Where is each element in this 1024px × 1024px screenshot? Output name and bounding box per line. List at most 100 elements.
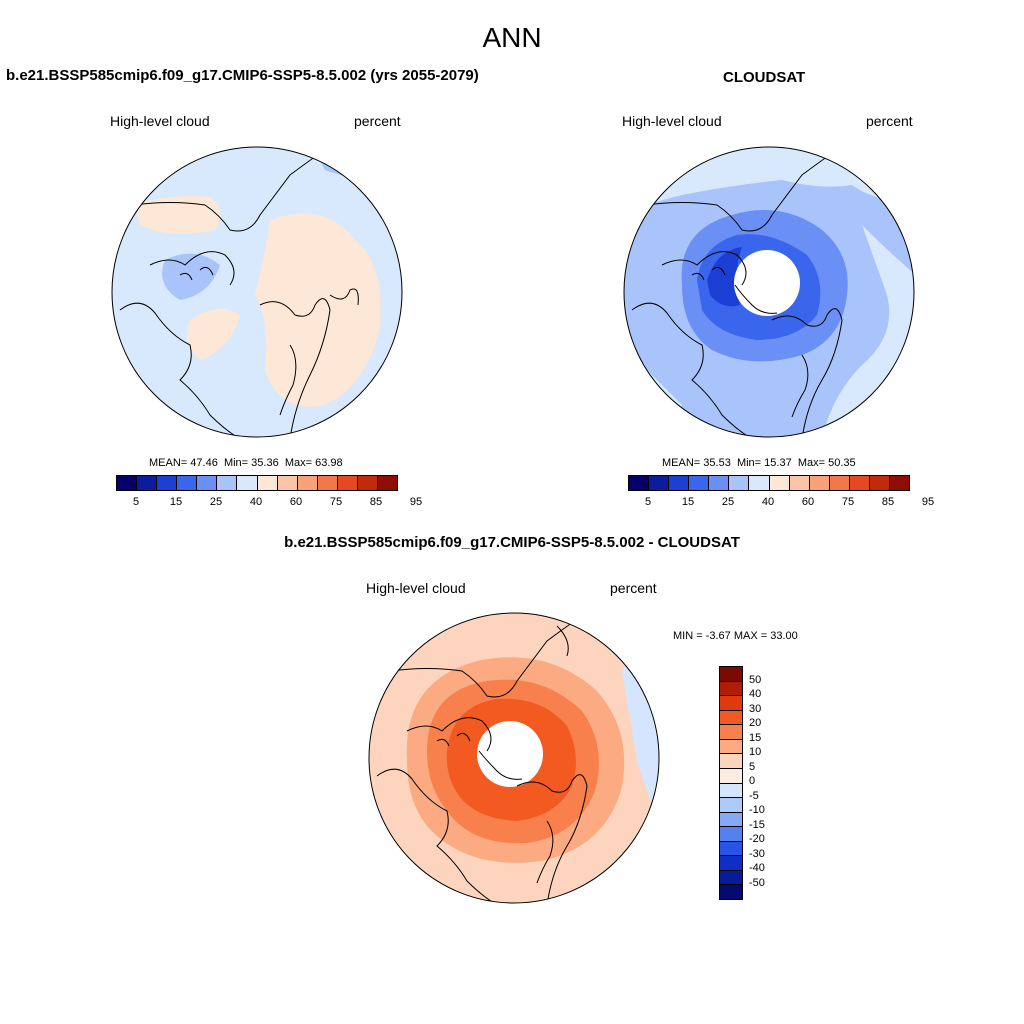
diff-stats: MIN = -3.67 MAX = 33.00 bbox=[673, 630, 798, 642]
diff-colorbar-box bbox=[720, 827, 742, 842]
panel1-colorbar-box bbox=[357, 476, 379, 490]
diff-colorbar-tick-label: -30 bbox=[749, 847, 765, 860]
diff-min-label: MIN = bbox=[673, 630, 703, 642]
panel1-colorbar-box bbox=[297, 476, 318, 490]
panel1-colorbar-box bbox=[237, 476, 258, 490]
diff-colorbar-box bbox=[720, 754, 742, 769]
panel2-min-label: Min= bbox=[736, 457, 762, 469]
diff-units: percent bbox=[610, 580, 657, 596]
diff-colorbar-tick-label: 5 bbox=[749, 760, 756, 773]
panel2-max-value: 50.35 bbox=[828, 457, 856, 469]
diff-colorbar-box bbox=[720, 856, 742, 871]
panel1-colorbar-box bbox=[257, 476, 278, 490]
panel1-colorbar-box bbox=[317, 476, 338, 490]
panel2-colorbar-tick-label: 60 bbox=[801, 496, 815, 508]
panel1-mean-label: MEAN= bbox=[149, 457, 188, 469]
panel2-stats: MEAN= 35.53 Min= 15.37 Max= 50.35 bbox=[662, 457, 856, 469]
diff-colorbar-box bbox=[720, 870, 742, 886]
panel1-colorbar-box bbox=[157, 476, 178, 490]
panel1-colorbar-box bbox=[217, 476, 238, 490]
panel1-colorbar bbox=[116, 475, 398, 491]
diff-colorbar-tick-label: -40 bbox=[749, 862, 765, 874]
diff-variable: High-level cloud bbox=[366, 580, 466, 596]
diff-colorbar-box bbox=[720, 739, 742, 755]
diff-colorbar-tick-label: 30 bbox=[749, 702, 762, 715]
diff-colorbar-box bbox=[720, 783, 742, 799]
panel2-colorbar-tick-label: 40 bbox=[761, 496, 775, 508]
diff-panel-title: b.e21.BSSP585cmip6.f09_g17.CMIP6-SSP5-8.… bbox=[284, 534, 740, 551]
panel1-colorbar-box bbox=[337, 476, 358, 490]
panel2-colorbar-box bbox=[789, 476, 810, 490]
panel2-colorbar-box bbox=[649, 476, 670, 490]
panel1-colorbar-tick-label: 15 bbox=[169, 496, 183, 508]
panel2-colorbar-tick-label: 95 bbox=[921, 496, 935, 508]
panel2-max-label: Max= bbox=[797, 457, 826, 469]
panel1-colorbar-tick-label: 40 bbox=[249, 496, 263, 508]
diff-colorbar-box bbox=[720, 681, 742, 697]
panel1-title: b.e21.BSSP585cmip6.f09_g17.CMIP6-SSP5-8.… bbox=[6, 67, 479, 84]
panel1-mean-value: 47.46 bbox=[190, 457, 218, 469]
diff-colorbar-box bbox=[720, 696, 742, 711]
diff-colorbar-tick-label: 20 bbox=[749, 717, 762, 729]
panel1-colorbar-tick-label: 5 bbox=[132, 496, 140, 508]
panel2-colorbar-tick-label: 5 bbox=[644, 496, 652, 508]
panel2-colorbar-box bbox=[689, 476, 710, 490]
panel1-max-label: Max= bbox=[284, 457, 313, 469]
panel1-colorbar-box bbox=[177, 476, 198, 490]
panel2-colorbar-box bbox=[749, 476, 770, 490]
diff-colorbar-tick-label: -50 bbox=[749, 876, 765, 889]
panel2-colorbar bbox=[628, 475, 910, 491]
panel1-max-value: 63.98 bbox=[315, 457, 343, 469]
diff-colorbar-box bbox=[720, 725, 742, 740]
panel1-colorbar-box bbox=[197, 476, 218, 490]
panel1-colorbar-box bbox=[137, 476, 158, 490]
panel2-colorbar-box bbox=[869, 476, 891, 490]
panel1-polar-map bbox=[111, 146, 403, 438]
diff-colorbar-tick-label: 15 bbox=[749, 731, 762, 744]
panel2-colorbar-box bbox=[829, 476, 850, 490]
panel1-units: percent bbox=[354, 113, 401, 129]
diff-colorbar-tick-label: -5 bbox=[749, 789, 759, 802]
panel2-colorbar-box bbox=[709, 476, 730, 490]
panel2-colorbar-box bbox=[729, 476, 750, 490]
panel2-colorbar-tick-label: 75 bbox=[841, 496, 855, 508]
panel1-colorbar-tick-label: 60 bbox=[289, 496, 303, 508]
panel1-colorbar-tick-label: 75 bbox=[329, 496, 343, 508]
panel2-colorbar-box bbox=[849, 476, 870, 490]
figure-title: ANN bbox=[482, 22, 542, 53]
diff-max-label: MAX = bbox=[733, 630, 768, 642]
panel2-variable: High-level cloud bbox=[622, 113, 722, 129]
panel2-colorbar-box bbox=[769, 476, 790, 490]
panel2-colorbar-box bbox=[890, 476, 910, 490]
diff-colorbar-box bbox=[720, 710, 742, 726]
panel1-variable: High-level cloud bbox=[110, 113, 210, 129]
diff-colorbar-box bbox=[720, 812, 742, 828]
panel1-colorbar-tick-label: 95 bbox=[409, 496, 423, 508]
panel2-units: percent bbox=[866, 113, 913, 129]
panel2-colorbar-box bbox=[629, 476, 650, 490]
panel2-colorbar-box bbox=[809, 476, 830, 490]
diff-colorbar-tick-label: 0 bbox=[749, 775, 756, 787]
diff-colorbar-tick-label: -15 bbox=[749, 818, 765, 831]
panel1-colorbar-tick-label: 85 bbox=[369, 496, 383, 508]
diff-colorbar-box bbox=[720, 768, 742, 784]
panel1-colorbar-box bbox=[277, 476, 298, 490]
diff-colorbar-tick-label: 10 bbox=[749, 746, 762, 758]
panel2-colorbar-box bbox=[669, 476, 690, 490]
diff-min-value: -3.67 bbox=[705, 630, 731, 642]
diff-max-value: 33.00 bbox=[770, 630, 798, 642]
panel2-colorbar-tick-label: 15 bbox=[681, 496, 695, 508]
panel1-min-label: Min= bbox=[223, 457, 249, 469]
panel2-polar-map bbox=[623, 146, 915, 438]
panel1-colorbar-box bbox=[378, 476, 398, 490]
panel1-colorbar-tick-label: 25 bbox=[209, 496, 223, 508]
diff-colorbar-tick-label: -10 bbox=[749, 804, 765, 816]
panel1-colorbar-box bbox=[117, 476, 138, 490]
panel2-title: CLOUDSAT bbox=[723, 69, 806, 86]
panel2-colorbar-tick-label: 85 bbox=[881, 496, 895, 508]
panel2-colorbar-tick-label: 25 bbox=[721, 496, 735, 508]
diff-colorbar-tick-label: 50 bbox=[749, 673, 762, 686]
diff-colorbar-tick-label: -20 bbox=[749, 833, 765, 845]
diff-colorbar-box bbox=[720, 667, 742, 682]
panel2-mean-label: MEAN= bbox=[662, 457, 701, 469]
